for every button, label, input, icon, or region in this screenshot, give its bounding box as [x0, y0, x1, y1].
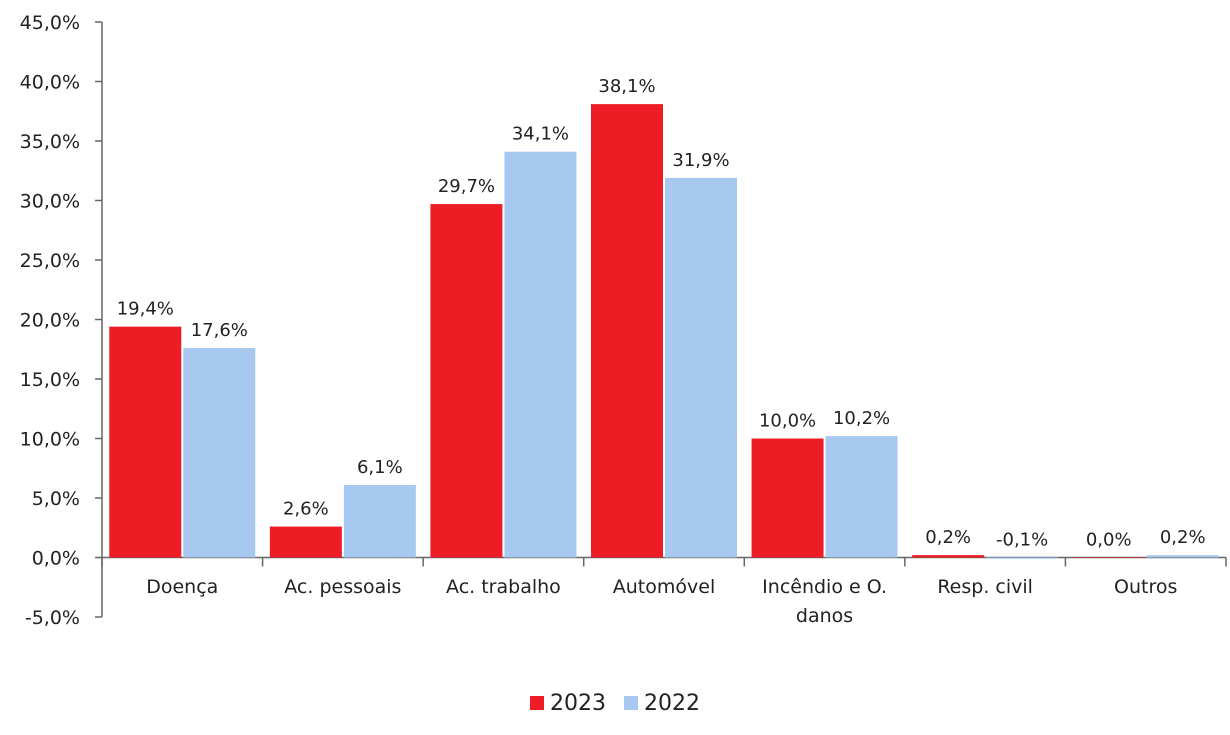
bar-2022 — [183, 348, 256, 558]
bar-2022 — [1146, 555, 1219, 558]
bar-2023 — [1072, 557, 1145, 558]
data-label-2023: 19,4% — [117, 299, 174, 320]
y-tick-label: 10,0% — [20, 429, 80, 451]
x-tick-label: Ac. trabalho — [446, 576, 561, 598]
bar-2023 — [430, 204, 503, 558]
bar-2023 — [591, 104, 663, 558]
bar-2023 — [912, 555, 985, 558]
data-label-2023: 0,2% — [925, 527, 971, 548]
y-tick-label: 45,0% — [20, 12, 80, 34]
bar-2022 — [825, 436, 898, 558]
y-tick-label: 40,0% — [20, 72, 80, 94]
bar-2023 — [109, 326, 182, 558]
bar-2022 — [665, 177, 737, 558]
x-tick-label: Doença — [146, 576, 218, 598]
x-tick-label: Ac. pessoais — [284, 576, 401, 598]
y-tick-label: -5,0% — [25, 607, 80, 629]
data-label-2023: 2,6% — [283, 499, 329, 520]
data-label-2023: 10,0% — [759, 411, 816, 432]
data-label-2023: 0,0% — [1086, 530, 1132, 551]
legend-label-2023: 2023 — [550, 690, 606, 716]
legend-item-2022: 2022 — [624, 691, 700, 716]
x-tick-label: Automóvel — [613, 576, 715, 598]
data-label-2022: 31,9% — [672, 150, 729, 171]
legend-swatch-2023 — [530, 696, 544, 710]
y-tick-label: 20,0% — [20, 310, 80, 332]
x-tick-label: Resp. civil — [937, 576, 1033, 598]
bar-chart: 45,0% 40,0% 35,0% 30,0% 25,0% 20,0% 15,0% 10,0%… — [20, 12, 1227, 629]
legend: 2023 2022 — [0, 688, 1230, 718]
legend-label-2022: 2022 — [644, 690, 700, 716]
y-tick-label: 30,0% — [20, 191, 80, 213]
data-label-2022: -0,1% — [996, 530, 1048, 551]
bar-2022 — [986, 557, 1059, 559]
legend-swatch-2022 — [624, 696, 638, 710]
data-label-2022: 0,2% — [1160, 527, 1206, 548]
data-label-2022: 17,6% — [191, 320, 248, 341]
y-tick-label: 25,0% — [20, 250, 80, 272]
bar-2022 — [504, 151, 577, 558]
data-label-2022: 6,1% — [357, 457, 403, 478]
bar-2023 — [269, 526, 342, 558]
y-tick-label: 35,0% — [20, 131, 80, 153]
x-tick-label: Outros — [1114, 576, 1177, 598]
y-tick-label: 0,0% — [32, 548, 80, 570]
data-label-2022: 10,2% — [833, 408, 890, 429]
x-tick-label: danos — [796, 605, 853, 627]
data-label-2023: 38,1% — [598, 76, 655, 97]
legend-item-2023: 2023 — [530, 691, 606, 716]
bar-2023 — [751, 438, 824, 558]
data-label-2023: 29,7% — [438, 176, 495, 197]
bar-2022 — [343, 484, 416, 558]
y-tick-label: 5,0% — [32, 488, 80, 510]
x-tick-label: Incêndio e O. — [762, 576, 887, 598]
y-tick-label: 15,0% — [20, 369, 80, 391]
data-label-2022: 34,1% — [512, 124, 569, 145]
